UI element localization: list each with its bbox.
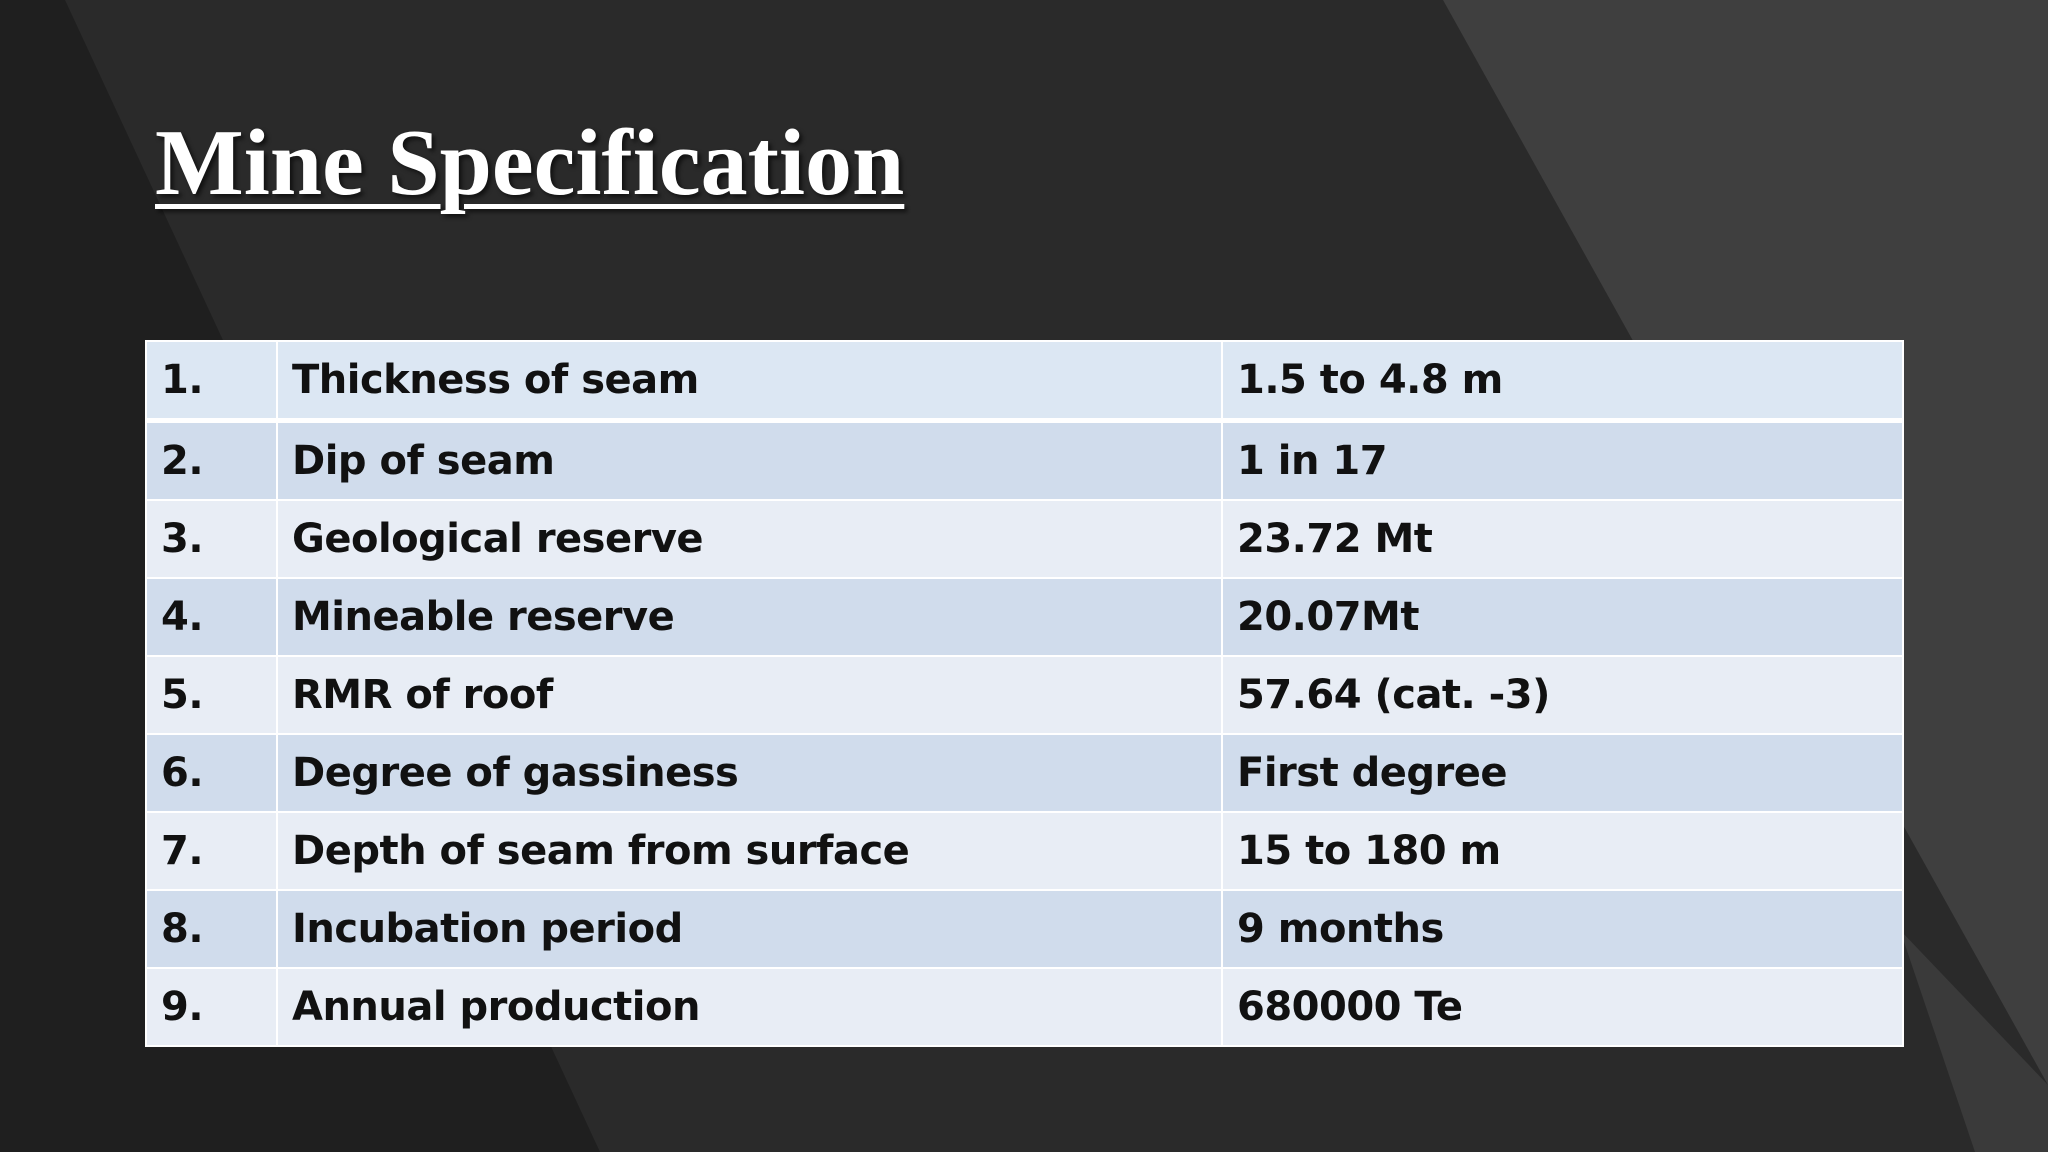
spec-value: 57.64 (cat. -3) <box>1221 655 1904 735</box>
spec-value: 15 to 180 m <box>1221 811 1904 891</box>
spec-name: Annual production <box>276 967 1223 1047</box>
spec-name: Geological reserve <box>276 499 1223 579</box>
table-row: 4. Mineable reserve 20.07Mt <box>145 577 1904 657</box>
spec-name: Incubation period <box>276 889 1223 969</box>
spec-name: Thickness of seam <box>276 340 1223 423</box>
spec-table: 1. Thickness of seam 1.5 to 4.8 m 2. Dip of … <box>145 340 1904 1047</box>
row-number: 3. <box>145 499 278 579</box>
table-row: 8. Incubation period 9 months <box>145 889 1904 969</box>
slide-title: Mine Specification <box>155 111 905 215</box>
table-row: 3. Geological reserve 23.72 Mt <box>145 499 1904 579</box>
table-row: 6. Degree of gassiness First degree <box>145 733 1904 813</box>
row-number: 7. <box>145 811 278 891</box>
spec-value: 9 months <box>1221 889 1904 969</box>
spec-name: RMR of roof <box>276 655 1223 735</box>
spec-name: Dip of seam <box>276 419 1223 501</box>
table-row: 7. Depth of seam from surface 15 to 180 m <box>145 811 1904 891</box>
spec-name: Mineable reserve <box>276 577 1223 657</box>
table-row: 1. Thickness of seam 1.5 to 4.8 m <box>145 340 1904 423</box>
table-row: 9. Annual production 680000 Te <box>145 967 1904 1047</box>
row-number: 9. <box>145 967 278 1047</box>
row-number: 5. <box>145 655 278 735</box>
row-number: 2. <box>145 419 278 501</box>
table-row: 2. Dip of seam 1 in 17 <box>145 419 1904 501</box>
row-number: 4. <box>145 577 278 657</box>
light-corner <box>1900 930 2048 1152</box>
spec-value: First degree <box>1221 733 1904 813</box>
row-number: 6. <box>145 733 278 813</box>
spec-value: 23.72 Mt <box>1221 499 1904 579</box>
spec-name: Degree of gassiness <box>276 733 1223 813</box>
spec-value: 1 in 17 <box>1221 419 1904 501</box>
spec-value: 680000 Te <box>1221 967 1904 1047</box>
spec-value: 20.07Mt <box>1221 577 1904 657</box>
spec-value: 1.5 to 4.8 m <box>1221 340 1904 423</box>
spec-name: Depth of seam from surface <box>276 811 1223 891</box>
table-row: 5. RMR of roof 57.64 (cat. -3) <box>145 655 1904 735</box>
row-number: 8. <box>145 889 278 969</box>
row-number: 1. <box>145 340 278 423</box>
